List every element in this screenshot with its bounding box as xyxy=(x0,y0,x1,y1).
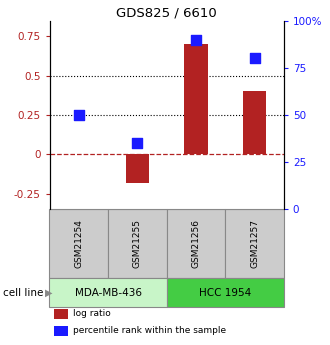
Text: cell line: cell line xyxy=(3,288,44,298)
Bar xyxy=(54,326,68,336)
Bar xyxy=(126,154,149,183)
Bar xyxy=(243,91,266,154)
Text: GSM21255: GSM21255 xyxy=(133,219,142,268)
Text: GSM21256: GSM21256 xyxy=(191,219,200,268)
Text: MDA-MB-436: MDA-MB-436 xyxy=(75,288,142,298)
Text: GSM21257: GSM21257 xyxy=(250,219,259,268)
Point xyxy=(76,112,82,118)
Text: log ratio: log ratio xyxy=(73,309,111,318)
Text: GSM21254: GSM21254 xyxy=(74,219,83,268)
Bar xyxy=(225,209,284,278)
Bar xyxy=(108,209,167,278)
Bar xyxy=(54,309,68,319)
Point xyxy=(193,37,199,42)
Bar xyxy=(184,44,208,154)
Text: percentile rank within the sample: percentile rank within the sample xyxy=(73,326,226,335)
Text: HCC 1954: HCC 1954 xyxy=(199,288,251,298)
Bar xyxy=(50,278,167,307)
Bar xyxy=(167,209,225,278)
Point xyxy=(252,56,257,61)
Point xyxy=(135,141,140,146)
Bar xyxy=(167,278,284,307)
Text: ▶: ▶ xyxy=(45,288,52,298)
Bar xyxy=(50,209,108,278)
Title: GDS825 / 6610: GDS825 / 6610 xyxy=(116,7,217,20)
